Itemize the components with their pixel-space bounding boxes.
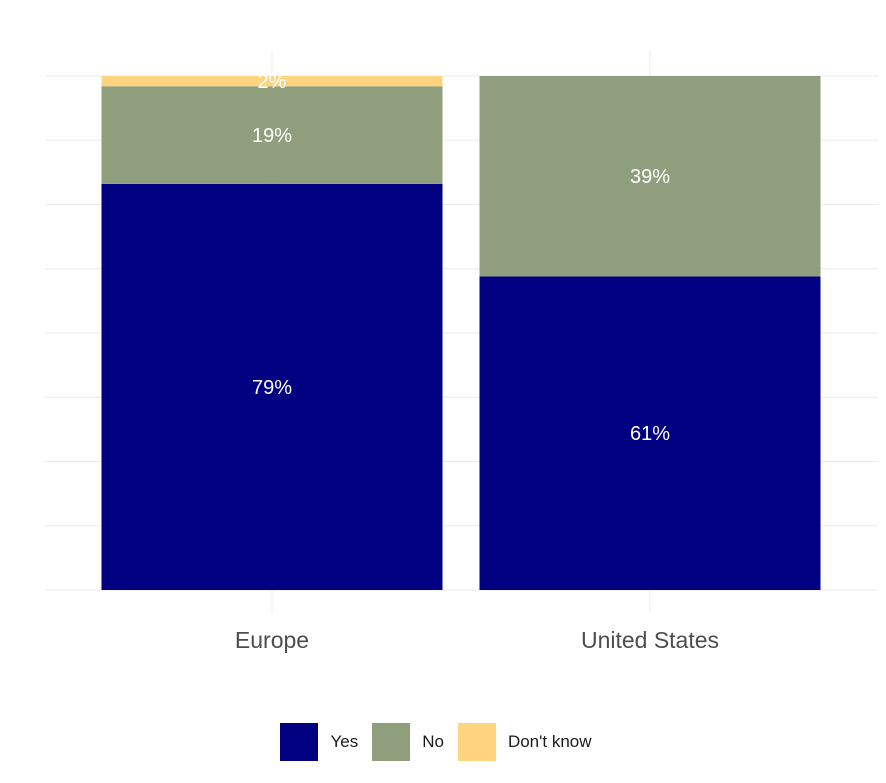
- x-axis-tick-labels: Europe United States: [235, 627, 719, 653]
- legend-label: Yes: [330, 732, 359, 751]
- bar-segment-yes-united-states: [479, 276, 821, 590]
- bar-segment-don-t-know-europe: [101, 76, 443, 87]
- legend: Yes No Don't know: [0, 722, 886, 762]
- legend-item: Don't know: [457, 723, 592, 761]
- bar-segment-no-europe: [101, 86, 443, 184]
- bar-labels: 79% 19% 2% 61% 39%: [252, 71, 670, 445]
- stacked-bar-chart: 79% 19% 2% 61% 39% Europe United States: [45, 50, 878, 653]
- legend-swatch: [280, 723, 319, 761]
- bar-value-label: 79%: [252, 377, 292, 399]
- bar-segment-yes-europe: [101, 183, 443, 590]
- legend-label: No: [422, 732, 444, 751]
- bar-value-label: 2%: [258, 71, 287, 93]
- x-axis-tick-label: United States: [581, 627, 719, 653]
- legend-swatch: [457, 723, 496, 761]
- legend-swatch: [372, 723, 411, 761]
- bar-value-label: 19%: [252, 125, 292, 147]
- legend-item: No: [372, 723, 444, 761]
- legend-item: Yes: [280, 723, 358, 761]
- bar-value-label: 39%: [630, 166, 670, 188]
- legend-label: Don't know: [507, 732, 592, 751]
- bar-segment-no-united-states: [479, 76, 821, 277]
- x-axis-tick-label: Europe: [235, 627, 309, 653]
- bars: [101, 76, 821, 590]
- bar-value-label: 61%: [630, 423, 670, 445]
